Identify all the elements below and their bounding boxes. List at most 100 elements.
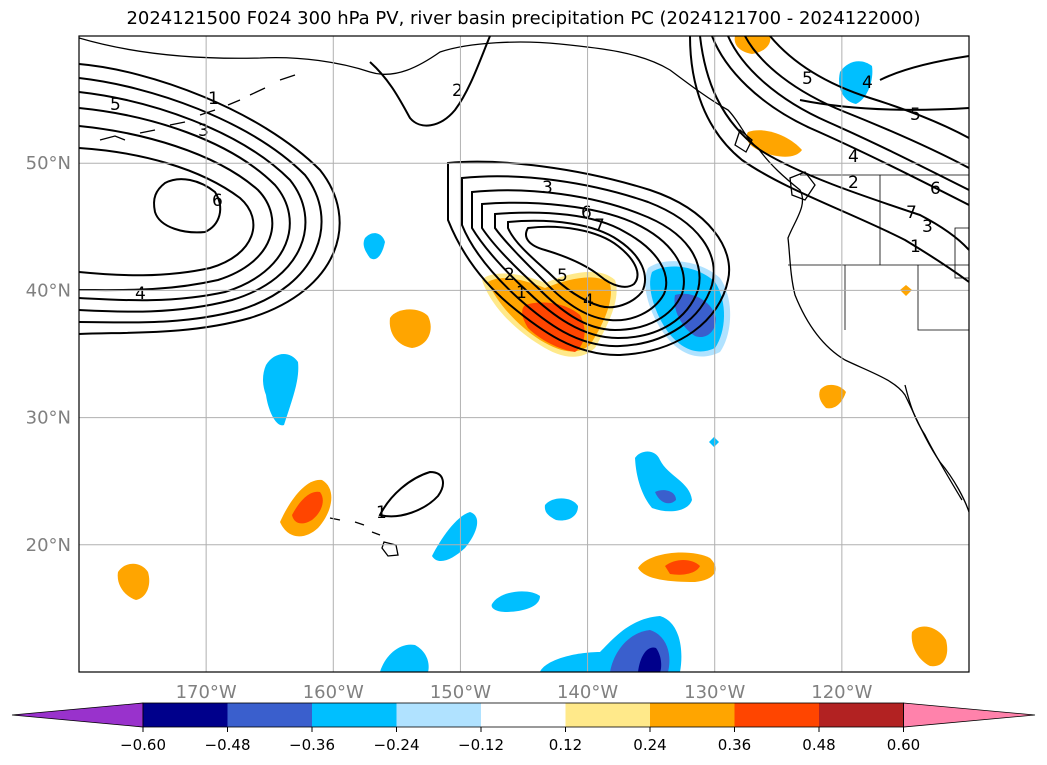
colorbar-segment — [481, 703, 566, 727]
precip-negative-blob — [491, 591, 540, 612]
colorbar-tick-label: 0.12 — [549, 736, 582, 754]
colorbar-segment — [143, 703, 228, 727]
pv-contour-line — [471, 189, 701, 340]
pv-contour-labels: 5 1 3 6 4 2 3 6 7 2 5 1 4 5 4 5 4 2 6 7 … — [110, 69, 941, 523]
pv-label-1-central: 1 — [516, 283, 527, 303]
lat-tick-label: 30°N — [26, 408, 71, 429]
precip-negative-blob — [380, 644, 429, 672]
pv-contour-line — [689, 36, 969, 283]
latitude-tick-labels: 50°N 40°N 30°N 20°N — [26, 153, 71, 556]
pv-label-4-ne: 4 — [862, 73, 873, 93]
pv-contour-line — [711, 36, 969, 206]
precip-negative-blob — [655, 490, 676, 504]
lat-tick-label: 50°N — [26, 153, 71, 174]
lon-tick-label: 160°W — [303, 682, 364, 703]
pv-contour-line — [369, 36, 491, 127]
pv-contour-line — [879, 55, 969, 81]
pv-contour-line — [447, 160, 731, 357]
lat-tick-label: 20°N — [26, 535, 71, 556]
pv-label-5-west: 5 — [110, 95, 121, 115]
pv-contour-line — [525, 225, 639, 288]
pv-label-4-east: 4 — [848, 147, 859, 167]
pv-contour-line — [79, 77, 323, 324]
pv-label-1-subtropical: 1 — [376, 503, 387, 523]
precip-negative-blob — [544, 498, 578, 521]
pv-contour-line — [744, 36, 969, 169]
pv-label-1-west: 1 — [208, 89, 219, 109]
precip-positive-blob — [665, 560, 700, 575]
pv-contour-line — [507, 219, 646, 309]
pv-label-4-central: 4 — [583, 291, 594, 311]
pv-label-6-central: 6 — [581, 203, 592, 223]
colorbar-tick-label: 0.36 — [718, 736, 751, 754]
colorbar-tick-label: −0.12 — [458, 736, 504, 754]
precip-negative-blob — [635, 451, 692, 512]
graticule — [79, 36, 969, 672]
precip-positive-blob — [911, 626, 948, 667]
alaska-coastline — [79, 37, 759, 149]
pv-label-1-east: 1 — [910, 237, 921, 257]
colorbar-tick-label: −0.48 — [205, 736, 251, 754]
pv-label-6-east: 6 — [930, 179, 941, 199]
colorbar-tick-label: 0.24 — [633, 736, 666, 754]
colorbar-segment — [819, 703, 904, 727]
pv-label-2-east: 2 — [848, 173, 859, 193]
pv-label-3-east: 3 — [922, 217, 933, 237]
colorbar-frame — [142, 702, 904, 728]
precip-shading — [117, 36, 948, 672]
colorbar-segment — [650, 703, 735, 727]
colorbar-tick-label: 0.48 — [802, 736, 835, 754]
pv-contour-line — [79, 63, 341, 335]
colorbar-tick-labels: −0.60 −0.48 −0.36 −0.24 −0.12 0.12 0.24 0.36 0.4… — [120, 727, 920, 754]
map-frame — [78, 35, 970, 673]
pv-contour-line — [79, 147, 255, 277]
pv-contour-line — [79, 91, 307, 313]
colorbar-segment — [565, 703, 650, 727]
pv-contour-line — [727, 36, 969, 191]
colorbar-segment — [312, 703, 397, 727]
pv-label-7-central: 7 — [594, 216, 605, 236]
lon-tick-label: 130°W — [684, 682, 745, 703]
colorbar-tick-label: −0.24 — [374, 736, 420, 754]
precip-positive-blob — [117, 563, 150, 600]
precip-negative-blob — [638, 647, 662, 672]
colorbar-segment — [227, 703, 312, 727]
pv-label-4-west: 4 — [135, 284, 146, 304]
lon-tick-label: 140°W — [557, 682, 618, 703]
pv-contour-line — [481, 201, 685, 332]
colorbar-tick-label: 0.60 — [887, 736, 920, 754]
pv-label-7-east: 7 — [906, 203, 917, 223]
baja-california — [904, 384, 963, 501]
pv-contours — [79, 36, 969, 518]
pv-label-3-west: 3 — [198, 121, 209, 141]
pv-contour-line — [378, 470, 444, 518]
precip-negative-blob — [263, 354, 299, 426]
pv-contour-line — [461, 175, 715, 348]
precip-positive-blob — [819, 384, 846, 409]
precip-positive-blob — [734, 36, 771, 54]
map-panel: 5 1 3 6 4 2 3 6 7 2 5 1 4 5 4 5 4 2 6 7 … — [79, 36, 969, 672]
longitude-tick-labels: 170°W 160°W 150°W 140°W 130°W 120°W — [176, 682, 873, 703]
pv-contour-line — [79, 125, 274, 292]
pv-label-2-north: 2 — [452, 81, 463, 101]
pv-label-3-central: 3 — [542, 178, 553, 198]
figure-title: 2024121500 F024 300 hPa PV, river basin … — [126, 8, 921, 29]
colorbar-tick-label: −0.60 — [120, 736, 166, 754]
pv-contour-line — [769, 36, 969, 139]
precip-negative-blob — [709, 437, 719, 447]
pv-label-5-central: 5 — [557, 266, 568, 286]
us-state-borders — [788, 174, 969, 331]
colorbar-segment — [396, 703, 481, 727]
pv-contour-line — [153, 178, 222, 234]
precip-negative-blob — [432, 512, 478, 562]
pv-contour-line — [79, 107, 291, 302]
precip-negative-blob — [363, 233, 385, 260]
pv-label-6-west: 6 — [212, 191, 223, 211]
precip-negative-blob — [839, 61, 873, 104]
precip-positive-blob — [292, 491, 323, 524]
precip-positive-blob — [389, 309, 431, 348]
lat-tick-label: 40°N — [26, 280, 71, 301]
pv-label-5-ne: 5 — [802, 69, 813, 89]
pv-contour-line — [494, 211, 668, 322]
